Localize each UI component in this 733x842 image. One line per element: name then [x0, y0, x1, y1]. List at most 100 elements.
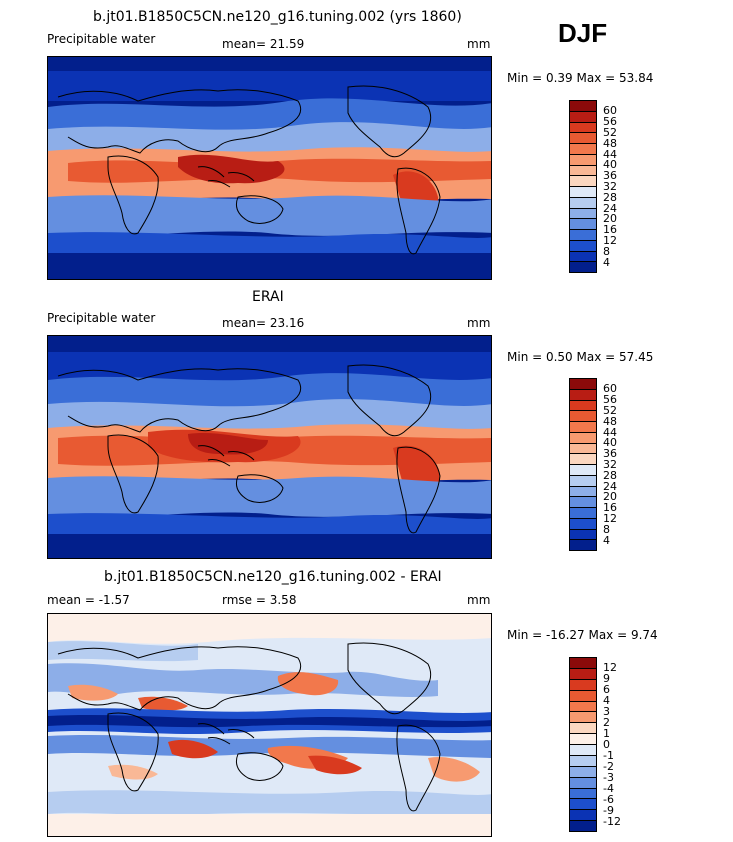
season-label: DJF — [558, 18, 608, 48]
colorbar-swatch — [570, 208, 596, 220]
panel-2-title: ERAI — [252, 289, 284, 305]
colorbar-swatch — [570, 508, 596, 519]
colorbar-tick-label: 6 — [603, 683, 610, 697]
colorbar-tick-label: 3 — [603, 705, 610, 719]
colorbar-swatch — [570, 111, 596, 123]
colorbar-tick-label: 56 — [603, 393, 617, 407]
colorbar-swatch — [570, 165, 596, 177]
colorbar-swatch — [570, 799, 596, 811]
colorbar-swatch — [570, 411, 596, 422]
colorbar-swatch — [570, 400, 596, 412]
colorbar-swatch — [570, 154, 596, 166]
colorbar-swatch — [570, 432, 596, 444]
colorbar-swatch — [570, 240, 596, 252]
colorbar-swatch — [570, 810, 596, 822]
map-panel-2 — [47, 335, 492, 559]
colorbar-tick-label: 4 — [603, 694, 610, 708]
colorbar-swatch — [570, 529, 596, 541]
colorbar-tick-label: 4 — [603, 255, 610, 269]
colorbar-tick-label: 56 — [603, 115, 617, 129]
colorbar-tick-label: -4 — [603, 781, 614, 795]
colorbar-swatch — [570, 251, 596, 263]
colorbar-tick-label: 2 — [603, 716, 610, 730]
colorbar-tick-label: 9 — [603, 672, 610, 686]
colorbar-swatch — [570, 197, 596, 209]
colorbar-tick-label: 12 — [603, 234, 617, 248]
colorbar-tick-label: 16 — [603, 501, 617, 515]
colorbar-swatch — [570, 745, 596, 756]
colorbar-swatch — [570, 497, 596, 508]
panel-2-minmax: Min = 0.50 Max = 57.45 — [507, 350, 654, 364]
colorbar-panel-3 — [569, 657, 597, 832]
colorbar-swatch — [570, 101, 596, 112]
colorbar-swatch — [570, 540, 596, 550]
colorbar-tick-label: 32 — [603, 180, 617, 193]
panel-3-minmax: Min = -16.27 Max = 9.74 — [507, 628, 658, 642]
colorbar-tick-label: 12 — [603, 512, 617, 526]
panel-1-title: b.jt01.B1850C5CN.ne120_g16.tuning.002 (y… — [93, 9, 462, 25]
colorbar-tick-label: -9 — [603, 803, 614, 817]
panel-1-minmax: Min = 0.39 Max = 53.84 — [507, 71, 654, 85]
panel-3-units: mm — [467, 593, 491, 607]
colorbar-tick-label: 28 — [603, 190, 617, 204]
colorbar-swatch — [570, 230, 596, 241]
colorbar-swatch — [570, 821, 596, 831]
colorbar-tick-label: 32 — [603, 458, 617, 471]
panel-3-mean: mean = -1.57 — [47, 593, 130, 607]
colorbar-tick-label: 60 — [603, 382, 617, 396]
colorbar-swatch — [570, 379, 596, 390]
panel-2-mean: mean= 23.16 — [222, 316, 305, 330]
colorbar-swatch — [570, 658, 596, 669]
colorbar-swatch — [570, 465, 596, 476]
colorbar-swatch — [570, 389, 596, 401]
colorbar-swatch — [570, 712, 596, 724]
colorbar-panel-1 — [569, 100, 597, 273]
colorbar-tick-label: 8 — [603, 522, 610, 536]
panel-3-rmse: rmse = 3.58 — [222, 593, 297, 607]
colorbar-tick-label: 36 — [603, 447, 617, 461]
colorbar-swatch — [570, 422, 596, 433]
colorbar-swatch — [570, 755, 596, 767]
colorbar-swatch — [570, 701, 596, 713]
colorbar-tick-label: 24 — [603, 479, 617, 493]
colorbar-tick-label: 20 — [603, 490, 617, 504]
colorbar-swatch — [570, 475, 596, 487]
colorbar-swatch — [570, 454, 596, 465]
panel-2-variable: Precipitable water — [47, 311, 156, 325]
colorbar-tick-label: 28 — [603, 468, 617, 482]
map-panel-3 — [47, 613, 492, 837]
map-panel-1 — [47, 56, 492, 280]
colorbar-swatch — [570, 144, 596, 155]
colorbar-tick-label: 44 — [603, 425, 617, 439]
colorbar-swatch — [570, 122, 596, 134]
colorbar-tick-label: -2 — [603, 759, 614, 773]
colorbar-swatch — [570, 443, 596, 455]
panel-1-variable: Precipitable water — [47, 32, 156, 46]
panel-3-title: b.jt01.B1850C5CN.ne120_g16.tuning.002 - … — [104, 569, 442, 585]
colorbar-tick-label: 8 — [603, 244, 610, 258]
colorbar-panel-2 — [569, 378, 597, 551]
colorbar-tick-label: -6 — [603, 792, 614, 806]
colorbar-swatch — [570, 176, 596, 187]
colorbar-swatch — [570, 788, 596, 800]
colorbar-swatch — [570, 262, 596, 272]
colorbar-tick-label: 40 — [603, 158, 617, 172]
colorbar-tick-label: 36 — [603, 169, 617, 183]
colorbar-tick-label: 4 — [603, 533, 610, 547]
colorbar-swatch — [570, 518, 596, 530]
colorbar-swatch — [570, 690, 596, 702]
colorbar-swatch — [570, 777, 596, 789]
colorbar-tick-label: 48 — [603, 414, 617, 428]
colorbar-tick-label: 0 — [603, 738, 610, 751]
colorbar-tick-label: -1 — [603, 748, 614, 762]
colorbar-swatch — [570, 734, 596, 745]
colorbar-tick-label: 1 — [603, 727, 610, 741]
colorbar-tick-label: 20 — [603, 212, 617, 226]
colorbar-tick-label: 40 — [603, 436, 617, 450]
panel-1-mean: mean= 21.59 — [222, 37, 305, 51]
colorbar-tick-label: 12 — [603, 661, 617, 675]
panel-1-units: mm — [467, 37, 491, 51]
colorbar-tick-label: 60 — [603, 104, 617, 118]
colorbar-tick-label: -12 — [603, 814, 621, 828]
colorbar-tick-label: 48 — [603, 136, 617, 150]
